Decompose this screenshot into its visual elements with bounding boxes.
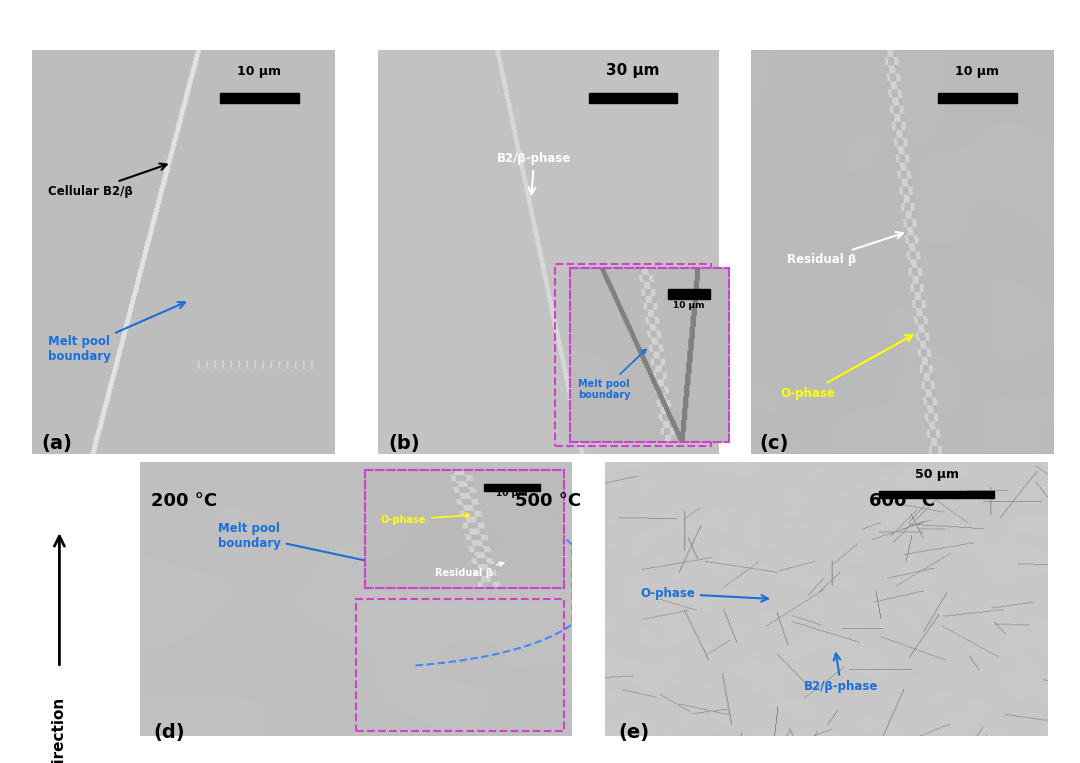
Text: B2/β-phase: B2/β-phase [804, 653, 878, 694]
Text: Melt pool
boundary: Melt pool boundary [48, 302, 185, 363]
Bar [220, 93, 298, 103]
Bar [589, 93, 677, 103]
Text: Melt pool
boundary: Melt pool boundary [578, 349, 646, 401]
Text: 10 μm: 10 μm [497, 489, 528, 498]
Text: 200 °C: 200 °C [150, 492, 217, 510]
Text: 30 μm: 30 μm [606, 63, 660, 78]
Text: 10 μm: 10 μm [956, 65, 999, 78]
Text: O-phase: O-phase [381, 513, 470, 525]
Text: 10 μm: 10 μm [674, 301, 705, 310]
Text: 500 °C: 500 °C [515, 492, 581, 510]
Bar [669, 289, 710, 299]
Text: 50 μm: 50 μm [915, 468, 959, 481]
Text: O-phase: O-phase [781, 335, 913, 400]
Bar [356, 599, 564, 731]
Text: B2/β-phase: B2/β-phase [497, 153, 571, 194]
Text: (c): (c) [759, 433, 789, 452]
Text: 10 μm: 10 μm [238, 65, 281, 78]
Bar [555, 264, 712, 446]
Text: 50 μm: 50 μm [443, 468, 486, 481]
Text: Residual β: Residual β [787, 232, 903, 266]
Text: Residual β: Residual β [434, 562, 503, 578]
Text: O-phase: O-phase [640, 587, 768, 602]
Text: (b): (b) [388, 433, 420, 452]
Text: (a): (a) [41, 433, 72, 452]
Bar [484, 484, 540, 491]
Bar [879, 491, 995, 498]
Text: Build direction: Build direction [52, 698, 67, 763]
Text: Cellular B2/β: Cellular B2/β [48, 163, 166, 198]
Bar [408, 491, 521, 498]
Text: (e): (e) [618, 723, 649, 742]
Bar [939, 93, 1016, 103]
Text: 600 °C: 600 °C [868, 492, 935, 510]
Text: Melt pool
boundary: Melt pool boundary [218, 522, 386, 567]
Text: (d): (d) [153, 723, 185, 742]
